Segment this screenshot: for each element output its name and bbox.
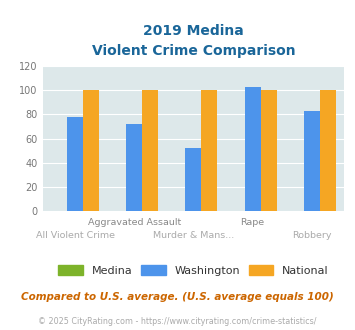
Bar bbox=[320, 90, 336, 211]
Title: 2019 Medina
Violent Crime Comparison: 2019 Medina Violent Crime Comparison bbox=[92, 24, 295, 58]
Text: Compared to U.S. average. (U.S. average equals 100): Compared to U.S. average. (U.S. average … bbox=[21, 292, 334, 302]
Bar bbox=[202, 90, 217, 211]
Bar bbox=[126, 124, 142, 211]
Bar bbox=[186, 148, 202, 211]
Text: Rape: Rape bbox=[241, 218, 265, 227]
Legend: Medina, Washington, National: Medina, Washington, National bbox=[54, 260, 333, 280]
Bar bbox=[83, 90, 99, 211]
Text: © 2025 CityRating.com - https://www.cityrating.com/crime-statistics/: © 2025 CityRating.com - https://www.city… bbox=[38, 317, 317, 326]
Text: Robbery: Robbery bbox=[292, 231, 332, 240]
Bar bbox=[261, 90, 277, 211]
Bar bbox=[142, 90, 158, 211]
Bar bbox=[304, 111, 320, 211]
Text: Murder & Mans...: Murder & Mans... bbox=[153, 231, 234, 240]
Text: All Violent Crime: All Violent Crime bbox=[36, 231, 115, 240]
Bar bbox=[67, 117, 83, 211]
Text: Aggravated Assault: Aggravated Assault bbox=[88, 218, 181, 227]
Bar bbox=[245, 86, 261, 211]
